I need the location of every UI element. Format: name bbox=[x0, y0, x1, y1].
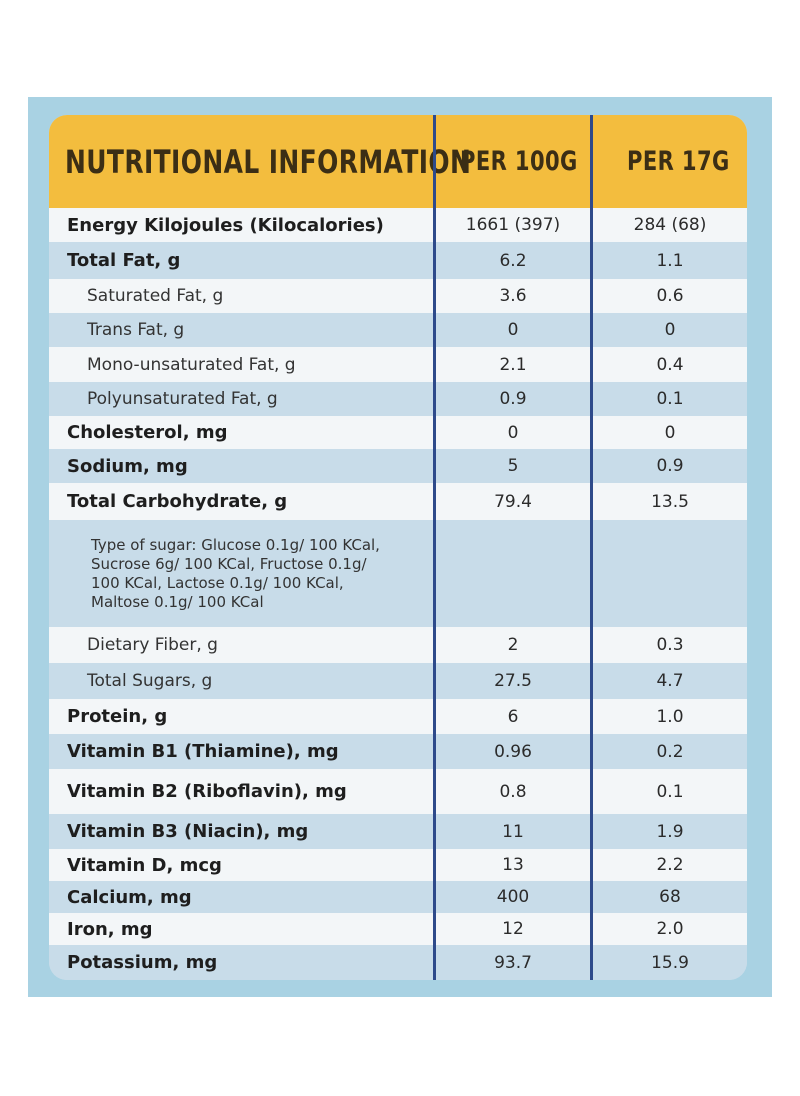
nutrient-label: Energy Kilojoules (Kilocalories) bbox=[67, 214, 384, 236]
value-per-17g: 0.2 bbox=[656, 741, 684, 762]
sugar-type-note: Type of sugar: Glucose 0.1g/ 100 KCal, S… bbox=[91, 535, 380, 611]
value-per-17g: 284 (68) bbox=[633, 215, 707, 235]
column-divider bbox=[433, 115, 436, 980]
nutrition-table: NUTRITIONAL INFORMATION PER 100G PER 17G… bbox=[49, 115, 747, 980]
value-per-17g: 1.1 bbox=[656, 250, 684, 271]
value-per-100g: 6.2 bbox=[499, 250, 527, 271]
value-per-100g: 93.7 bbox=[494, 952, 532, 973]
value-per-100g: 79.4 bbox=[494, 491, 532, 512]
nutrient-label: Polyunsaturated Fat, g bbox=[87, 389, 278, 409]
nutrient-label: Sodium, mg bbox=[67, 455, 188, 477]
nutrient-label: Calcium, mg bbox=[67, 886, 192, 908]
value-per-100g: 3.6 bbox=[499, 286, 527, 306]
nutrient-label: Potassium, mg bbox=[67, 952, 218, 973]
nutrient-label: Vitamin B3 (Niacin), mg bbox=[67, 821, 309, 842]
table-row: Vitamin B3 (Niacin), mg 11 1.9 bbox=[49, 814, 747, 849]
table-row: Vitamin D, mcg 13 2.2 bbox=[49, 849, 747, 881]
column-header-per-100g: PER 100G bbox=[460, 146, 578, 177]
nutrient-label: Vitamin B2 (Riboflavin), mg bbox=[67, 781, 347, 802]
table-header: NUTRITIONAL INFORMATION PER 100G PER 17G bbox=[49, 115, 747, 208]
nutrient-label: Total Sugars, g bbox=[87, 671, 213, 691]
value-per-100g: 0 bbox=[507, 422, 519, 443]
column-divider bbox=[590, 115, 593, 980]
table-title: NUTRITIONAL INFORMATION bbox=[65, 142, 472, 181]
table-row: Sodium, mg 5 0.9 bbox=[49, 449, 747, 483]
value-per-100g: 2.1 bbox=[499, 354, 527, 375]
nutrient-label: Total Fat, g bbox=[67, 250, 181, 271]
nutrient-label: Vitamin B1 (Thiamine), mg bbox=[67, 741, 339, 762]
nutrient-label: Trans Fat, g bbox=[87, 320, 185, 340]
value-per-17g: 2.0 bbox=[656, 919, 684, 939]
table-row: Calcium, mg 400 68 bbox=[49, 881, 747, 913]
value-per-17g: 4.7 bbox=[656, 671, 684, 691]
table-row: Energy Kilojoules (Kilocalories) 1661 (3… bbox=[49, 208, 747, 242]
table-row: Vitamin B1 (Thiamine), mg 0.96 0.2 bbox=[49, 734, 747, 769]
nutrient-label: Protein, g bbox=[67, 706, 168, 727]
nutrient-label: Cholesterol, mg bbox=[67, 422, 228, 443]
table-row: Total Sugars, g 27.5 4.7 bbox=[49, 663, 747, 699]
table-row: Dietary Fiber, g 2 0.3 bbox=[49, 627, 747, 663]
column-header-per-17g: PER 17G bbox=[627, 146, 730, 177]
table-row: Total Carbohydrate, g 79.4 13.5 bbox=[49, 483, 747, 520]
table-row: Iron, mg 12 2.0 bbox=[49, 913, 747, 945]
nutrient-label: Mono-unsaturated Fat, g bbox=[87, 354, 296, 375]
value-per-100g: 5 bbox=[507, 456, 519, 476]
value-per-17g: 15.9 bbox=[651, 952, 689, 973]
value-per-100g: 11 bbox=[502, 821, 524, 842]
value-per-100g: 27.5 bbox=[494, 671, 532, 691]
value-per-100g: 2 bbox=[507, 635, 519, 655]
value-per-100g: 1661 (397) bbox=[465, 215, 561, 235]
value-per-17g: 0 bbox=[664, 422, 676, 443]
value-per-100g bbox=[436, 520, 590, 627]
table-row: Protein, g 6 1.0 bbox=[49, 699, 747, 734]
table-row: Type of sugar: Glucose 0.1g/ 100 KCal, S… bbox=[49, 520, 747, 627]
value-per-100g: 400 bbox=[496, 887, 530, 907]
nutrient-label: Iron, mg bbox=[67, 918, 153, 940]
value-per-17g: 0.1 bbox=[656, 389, 684, 409]
nutrient-label: Dietary Fiber, g bbox=[87, 635, 218, 655]
table-row: Total Fat, g 6.2 1.1 bbox=[49, 242, 747, 279]
value-per-17g bbox=[593, 520, 747, 627]
nutrient-label: Saturated Fat, g bbox=[87, 286, 224, 306]
value-per-100g: 0 bbox=[507, 320, 519, 340]
value-per-100g: 6 bbox=[507, 706, 519, 727]
table-row: Mono-unsaturated Fat, g 2.1 0.4 bbox=[49, 347, 747, 382]
value-per-17g: 0.9 bbox=[656, 456, 684, 476]
value-per-17g: 1.0 bbox=[656, 706, 684, 727]
value-per-17g: 0.6 bbox=[656, 286, 684, 306]
table-row: Vitamin B2 (Riboflavin), mg 0.8 0.1 bbox=[49, 769, 747, 814]
nutrient-label: Vitamin D, mcg bbox=[67, 854, 222, 876]
value-per-17g: 0.4 bbox=[656, 354, 684, 375]
table-row: Potassium, mg 93.7 15.9 bbox=[49, 945, 747, 980]
value-per-100g: 0.8 bbox=[499, 781, 527, 802]
table-row: Cholesterol, mg 0 0 bbox=[49, 416, 747, 449]
value-per-100g: 12 bbox=[502, 919, 524, 939]
table-row: Polyunsaturated Fat, g 0.9 0.1 bbox=[49, 382, 747, 416]
nutrient-label: Total Carbohydrate, g bbox=[67, 491, 288, 512]
value-per-17g: 2.2 bbox=[656, 855, 684, 875]
value-per-100g: 0.9 bbox=[499, 389, 527, 409]
value-per-17g: 13.5 bbox=[651, 491, 689, 512]
value-per-100g: 0.96 bbox=[494, 741, 532, 762]
table-row: Saturated Fat, g 3.6 0.6 bbox=[49, 279, 747, 313]
value-per-17g: 0.1 bbox=[656, 781, 684, 802]
value-per-17g: 0 bbox=[664, 320, 676, 340]
value-per-17g: 0.3 bbox=[656, 635, 684, 655]
table-row: Trans Fat, g 0 0 bbox=[49, 313, 747, 347]
value-per-17g: 1.9 bbox=[656, 821, 684, 842]
value-per-100g: 13 bbox=[502, 855, 524, 875]
value-per-17g: 68 bbox=[659, 887, 681, 907]
